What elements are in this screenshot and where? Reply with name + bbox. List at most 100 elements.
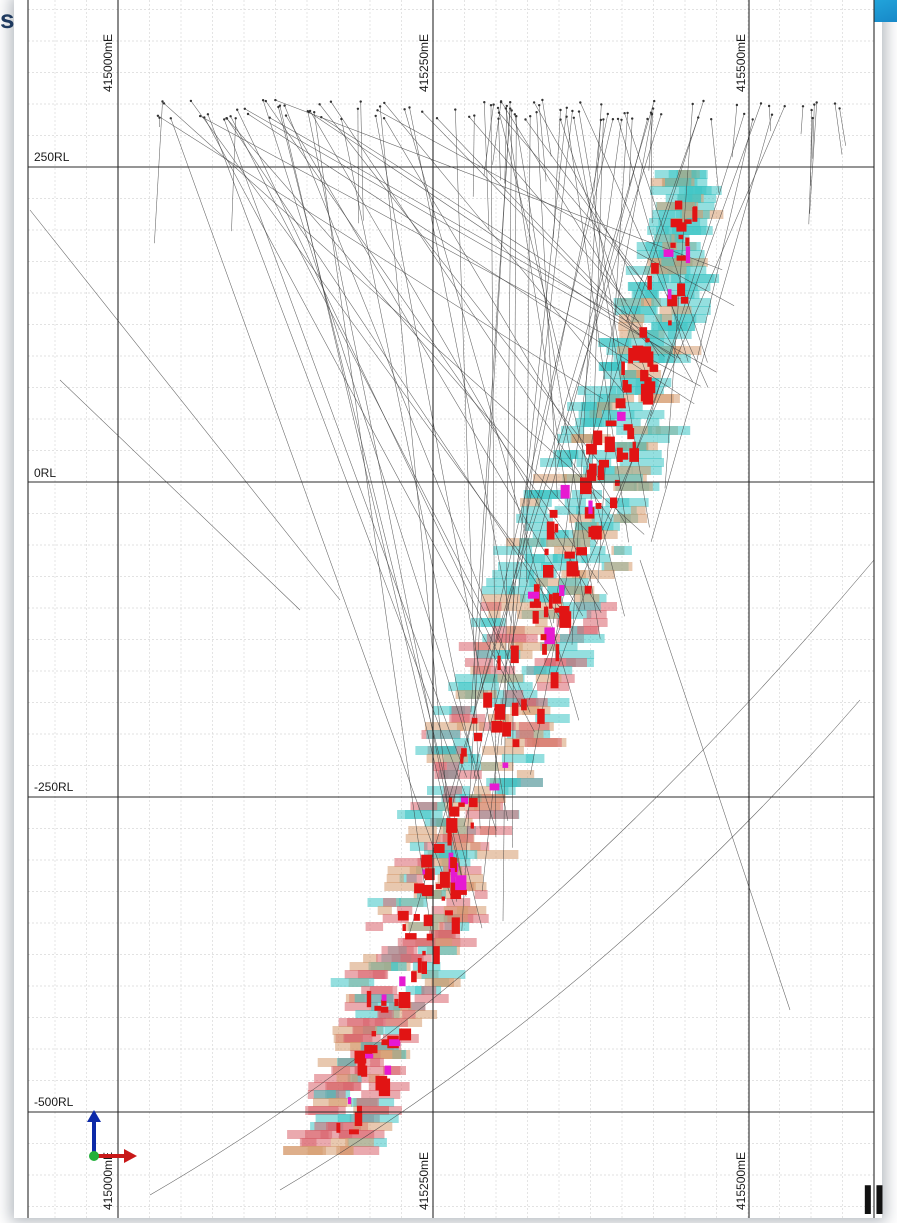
intercept-mark	[472, 718, 478, 724]
drill-collar	[573, 117, 575, 119]
axis-origin-dot	[89, 1151, 99, 1161]
drill-collar	[408, 106, 410, 108]
intercept-mark	[357, 1106, 362, 1112]
drill-collar	[509, 101, 511, 103]
intercept-mark	[543, 565, 554, 578]
drill-collar	[235, 117, 237, 119]
model-block	[615, 466, 651, 475]
drill-collar	[692, 103, 694, 105]
drill-collar	[509, 107, 511, 109]
intercept-mark	[433, 946, 440, 964]
model-block	[287, 1130, 332, 1139]
intercept-mark	[511, 646, 519, 664]
model-block	[426, 730, 460, 739]
intercept-mark	[376, 1076, 388, 1091]
intercept-mark	[452, 917, 460, 934]
model-block	[378, 906, 392, 915]
model-block	[519, 722, 550, 731]
model-block	[415, 994, 449, 1003]
model-block	[345, 1138, 374, 1147]
drill-collar	[375, 115, 377, 117]
drill-collar	[285, 114, 287, 116]
model-block	[482, 746, 524, 755]
intercept-mark	[549, 594, 553, 609]
intercept-mark	[606, 421, 617, 427]
drill-collar	[307, 110, 309, 112]
drill-collar	[265, 100, 267, 102]
intercept-mark	[367, 991, 371, 1007]
model-block	[308, 1146, 353, 1155]
intercept-mark	[424, 915, 433, 926]
intercept-mark	[491, 721, 502, 733]
intercept-mark	[458, 803, 465, 807]
intercept-mark	[627, 428, 634, 439]
drill-collar	[768, 105, 770, 107]
drill-collar	[283, 104, 285, 106]
intercept-mark	[640, 327, 648, 338]
intercept-mark	[422, 951, 425, 955]
model-block	[443, 834, 474, 843]
intercept-mark	[686, 246, 690, 263]
model-block	[421, 986, 436, 995]
drill-collar	[834, 102, 836, 104]
model-block	[373, 1050, 401, 1059]
easting-label-bottom-415500: 415500mE	[734, 1152, 748, 1210]
intercept-mark	[471, 823, 474, 829]
intercept-mark	[593, 431, 602, 446]
model-block	[425, 818, 448, 827]
intercept-mark	[576, 547, 587, 555]
model-block	[363, 954, 378, 963]
intercept-mark	[677, 283, 685, 296]
intercept-mark	[629, 448, 639, 462]
model-block	[630, 410, 664, 419]
intercept-mark	[403, 924, 406, 931]
model-block	[425, 978, 454, 987]
model-block	[457, 906, 486, 915]
drill-collar	[620, 119, 622, 121]
intercept-mark	[474, 733, 482, 741]
intercept-mark	[647, 276, 652, 290]
drill-collar	[383, 102, 385, 104]
model-block	[590, 546, 605, 555]
model-block	[313, 1098, 352, 1107]
intercept-mark	[336, 1123, 340, 1133]
intercept-mark	[685, 219, 692, 224]
drill-collar	[161, 100, 163, 102]
intercept-mark	[418, 958, 422, 973]
drill-collar	[578, 110, 580, 112]
intercept-mark	[605, 437, 615, 453]
intercept-mark	[591, 526, 602, 540]
intercept-mark	[421, 855, 432, 868]
drill-collar	[631, 117, 633, 119]
model-block	[525, 738, 562, 747]
drill-collar	[752, 118, 754, 120]
intercept-mark	[502, 722, 511, 737]
model-block	[350, 962, 392, 971]
model-block	[631, 506, 646, 515]
drill-collar	[454, 108, 456, 110]
drill-collar	[436, 117, 438, 119]
intercept-mark	[405, 933, 417, 939]
rl-label-minus-500: -500RL	[34, 1095, 74, 1109]
model-block	[331, 1138, 349, 1147]
intercept-mark	[503, 763, 509, 768]
model-block	[376, 954, 422, 963]
intercept-mark	[567, 561, 579, 576]
intercept-mark	[398, 911, 409, 921]
section-background	[28, 0, 874, 1218]
intercept-mark	[399, 992, 411, 1008]
model-block	[577, 626, 597, 635]
drill-collar	[229, 115, 231, 117]
drill-collar	[653, 100, 655, 102]
easting-label-bottom-415250: 415250mE	[417, 1152, 431, 1210]
model-block	[331, 978, 375, 987]
model-block	[525, 554, 545, 563]
model-block	[668, 322, 695, 331]
intercept-mark	[382, 994, 387, 1000]
drill-collar	[158, 117, 160, 119]
model-block	[561, 426, 584, 435]
intercept-mark	[585, 586, 592, 594]
model-block	[388, 866, 422, 875]
intercept-mark	[679, 235, 684, 240]
